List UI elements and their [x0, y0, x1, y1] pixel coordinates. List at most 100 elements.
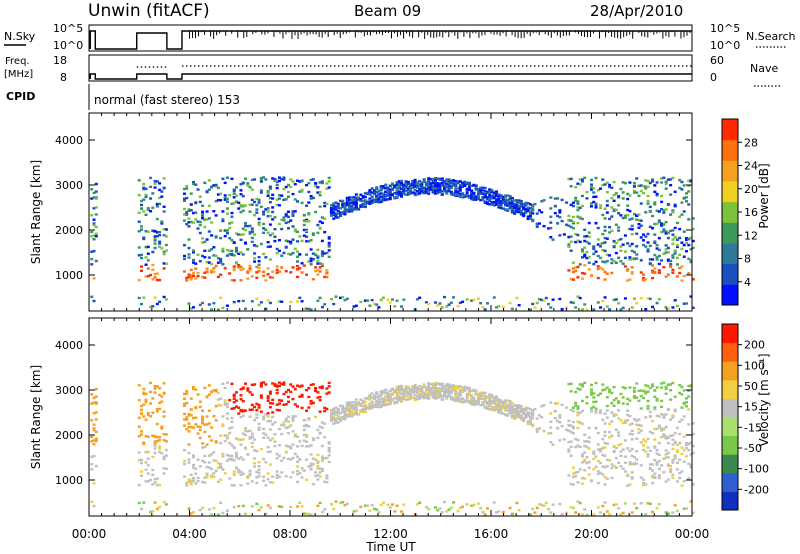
scatter-cell: [182, 449, 186, 452]
scatter-cell: [262, 418, 266, 421]
scatter-cell: [456, 193, 460, 196]
scatter-cell: [648, 386, 652, 390]
scatter-cell: [203, 271, 207, 274]
scatter-cell: [237, 471, 241, 474]
scatter-cell: [361, 202, 365, 206]
scatter-cell: [155, 440, 159, 443]
scatter-cell: [397, 180, 401, 183]
scatter-cell: [592, 452, 596, 455]
scatter-cell: [316, 186, 320, 189]
scatter-cell: [298, 501, 302, 505]
scatter-cell: [458, 397, 462, 401]
scatter-cell: [556, 419, 560, 423]
scatter-cell: [230, 382, 234, 386]
scatter-cell: [415, 386, 419, 389]
scatter-cell: [266, 231, 270, 234]
scatter-cell: [580, 180, 584, 183]
scatter-cell: [221, 423, 225, 426]
scatter-cell: [305, 424, 309, 428]
scatter-cell: [354, 193, 358, 196]
scatter-cell: [277, 427, 281, 431]
scatter-cell: [578, 445, 582, 449]
scatter-cell: [626, 208, 630, 212]
scatter-cell: [140, 474, 144, 478]
scatter-cell: [501, 207, 505, 210]
scatter-cell: [567, 429, 571, 432]
scatter-cell: [429, 387, 433, 390]
scatter-cell: [614, 261, 618, 264]
scatter-cell: [626, 204, 630, 207]
scatter-cell: [266, 419, 270, 423]
scatter-cell: [637, 431, 641, 435]
scatter-cell: [305, 440, 309, 443]
scatter-cell: [662, 223, 666, 226]
scatter-cell: [467, 186, 471, 190]
scatter-cell: [370, 196, 374, 199]
scatter-cell: [244, 409, 248, 412]
scatter-cell: [402, 186, 406, 189]
scatter-cell: [149, 510, 153, 514]
scatter-cell: [635, 382, 639, 385]
scatter-cell: [302, 419, 306, 422]
scatter-cell: [653, 458, 657, 462]
scatter-cell: [657, 503, 661, 506]
scatter-cell: [158, 240, 162, 243]
scatter-cell: [402, 397, 406, 401]
scatter-cell: [689, 500, 693, 503]
scatter-cell: [485, 396, 489, 400]
scatter-cell: [594, 400, 598, 403]
scatter-cell: [194, 423, 198, 426]
freq-tick-top: 18: [53, 54, 67, 67]
scatter-cell: [415, 394, 419, 398]
scatter-cell: [443, 184, 447, 187]
scatter-cell: [230, 454, 234, 458]
scatter-cell: [467, 399, 471, 403]
scatter-cell: [341, 212, 345, 216]
scatter-cell: [549, 196, 553, 199]
scatter-cell: [458, 399, 462, 402]
scatter-cell: [675, 468, 679, 471]
scatter-cell: [309, 197, 313, 200]
scatter-cell: [341, 406, 345, 409]
scatter-cell: [551, 503, 555, 506]
scatter-cell: [639, 394, 643, 398]
scatter-cell: [411, 185, 415, 188]
scatter-cell: [395, 400, 399, 403]
scatter-cell: [239, 470, 243, 474]
scatter-cell: [219, 296, 223, 300]
scatter-cell: [456, 385, 460, 388]
x-tick-label: 04:00: [172, 527, 207, 541]
scatter-cell: [153, 186, 157, 189]
scatter-cell: [669, 178, 673, 181]
scatter-cell: [361, 196, 365, 199]
scatter-cell: [162, 267, 166, 270]
scatter-cell: [531, 204, 535, 208]
scatter-cell: [400, 395, 404, 399]
scatter-cell: [296, 465, 300, 468]
scatter-cell: [580, 383, 584, 386]
scatter-cell: [490, 203, 494, 206]
scatter-cell: [623, 256, 627, 260]
scatter-cell: [549, 431, 553, 435]
scatter-cell: [637, 219, 641, 222]
scatter-cell: [271, 402, 275, 405]
scatter-cell: [402, 183, 406, 186]
scatter-cell: [589, 178, 593, 182]
scatter-cell: [257, 217, 261, 221]
scatter-cell: [298, 395, 302, 398]
scatter-cell: [137, 254, 141, 257]
scatter-cell: [436, 388, 440, 391]
scatter-cell: [203, 249, 207, 253]
scatter-cell: [248, 264, 252, 268]
scatter-cell: [318, 395, 322, 399]
scatter-cell: [488, 199, 492, 202]
scatter-cell: [669, 389, 673, 392]
scatter-cell: [246, 453, 250, 456]
scatter-cell: [223, 434, 227, 438]
scatter-cell: [250, 441, 254, 445]
scatter-cell: [296, 460, 300, 463]
scatter-cell: [492, 200, 496, 204]
scatter-cell: [155, 483, 159, 487]
scatter-cell: [225, 207, 229, 210]
scatter-cell: [237, 207, 241, 210]
